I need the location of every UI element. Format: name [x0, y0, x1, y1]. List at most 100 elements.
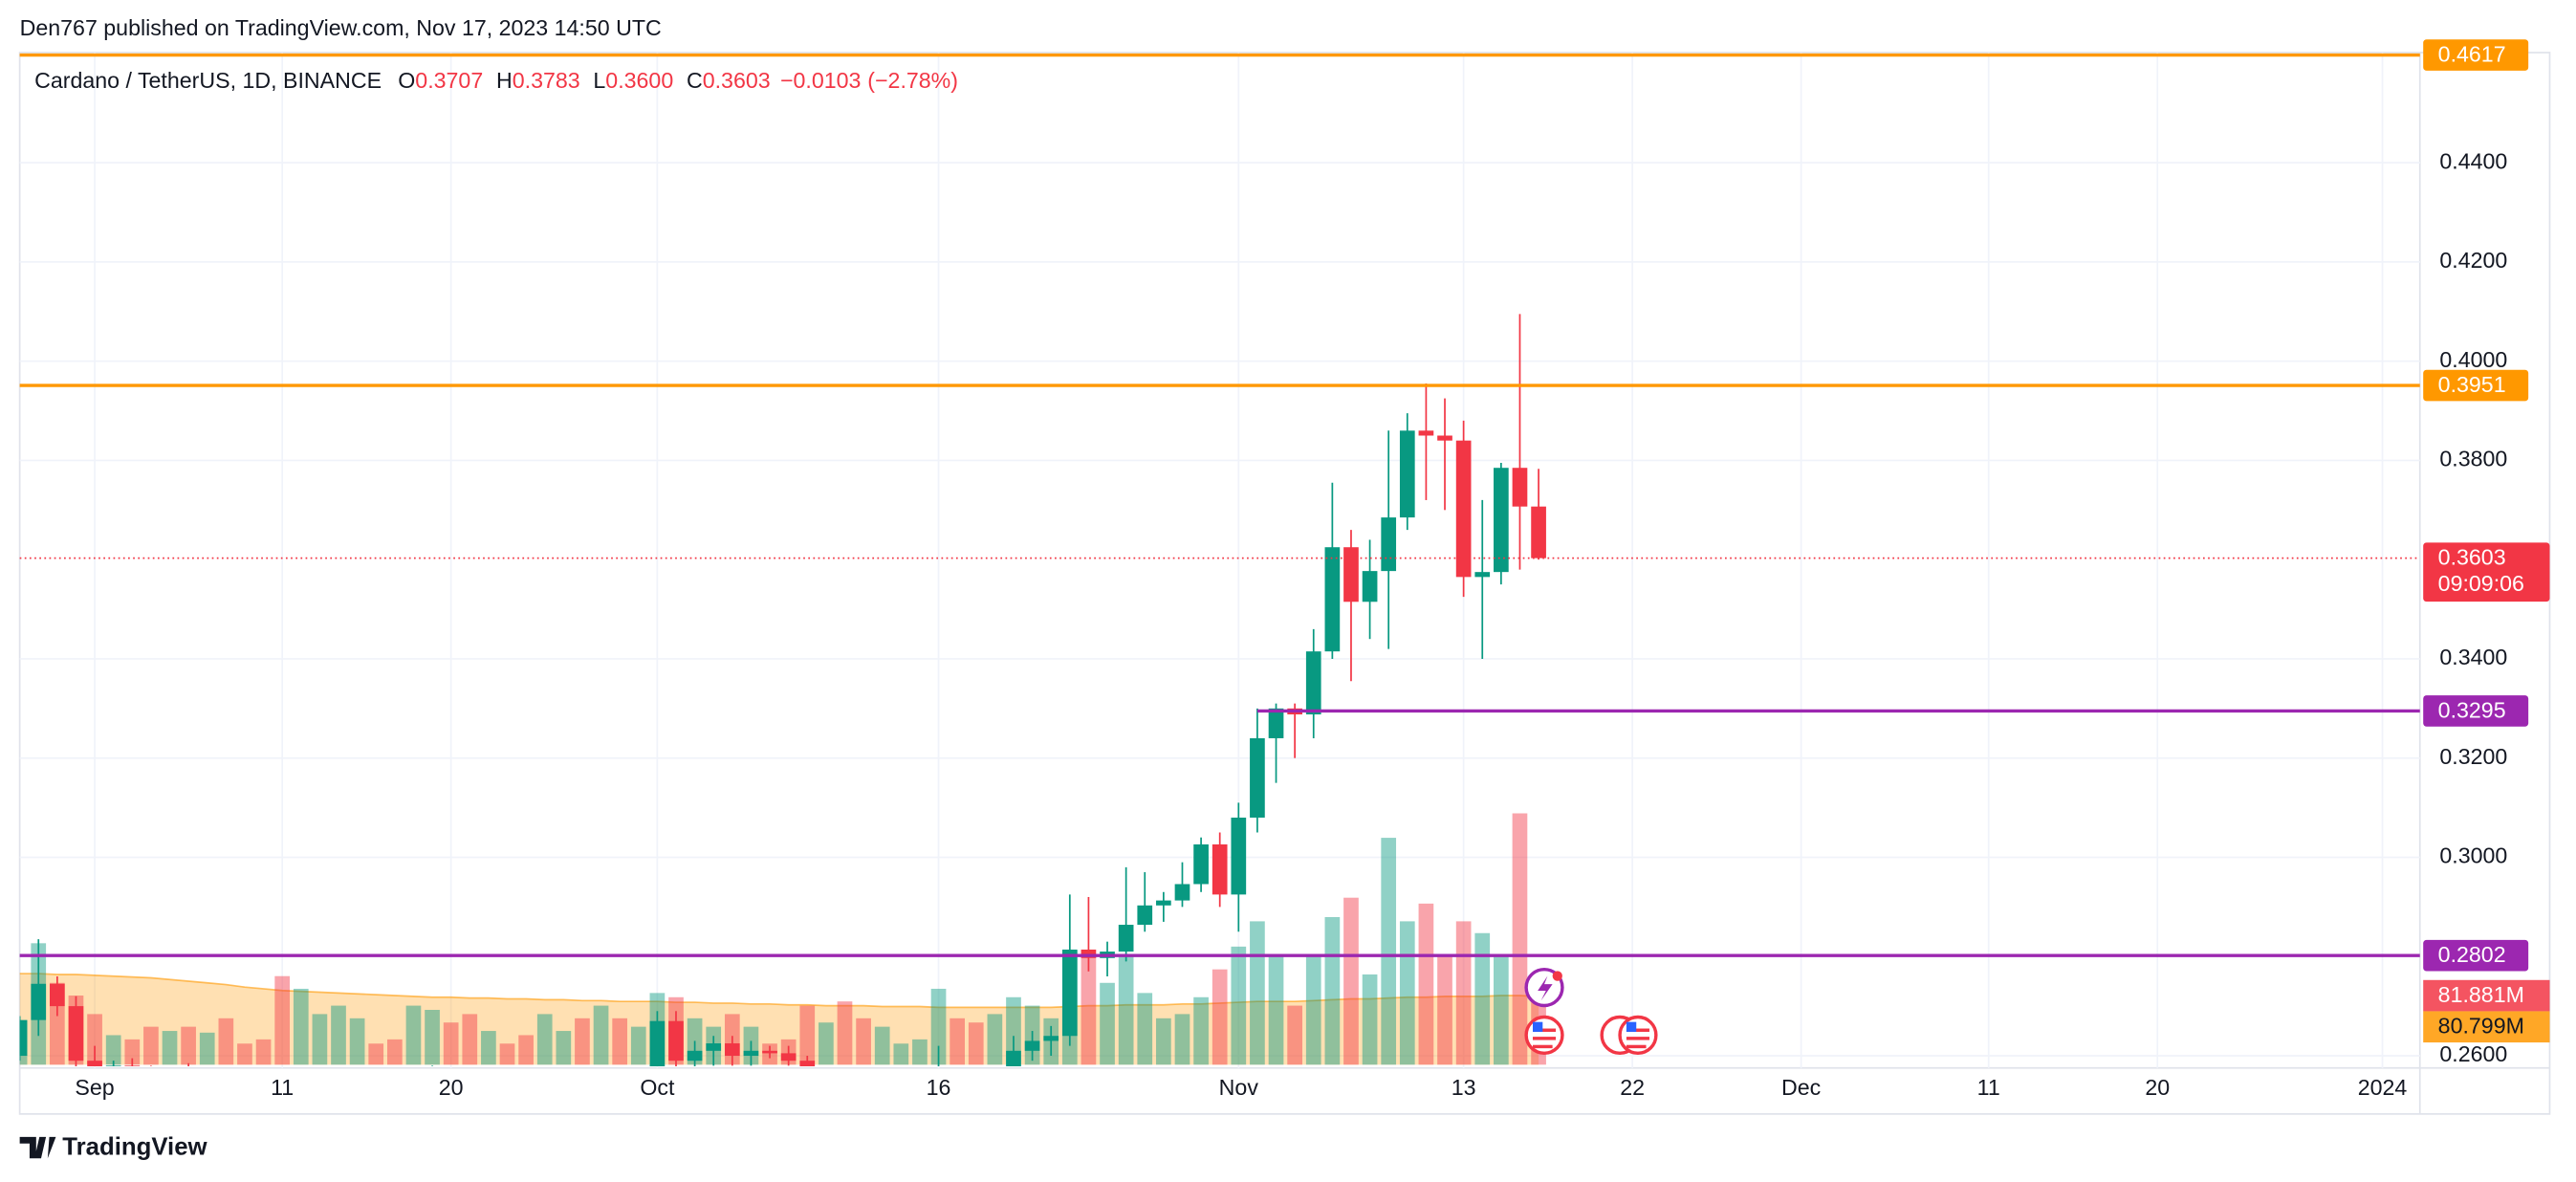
- volume-bar: [237, 1043, 252, 1065]
- candle-body: [1193, 843, 1209, 885]
- x-tick-label: 22: [1620, 1075, 1645, 1100]
- y-tick-label: 0.4400: [2439, 148, 2507, 173]
- volume-bar: [1156, 1018, 1171, 1065]
- volume-bar: [462, 1014, 478, 1065]
- legend-change-pct: (−2.78%): [867, 68, 958, 93]
- volume-bar: [874, 1026, 890, 1065]
- volume-bar: [536, 1014, 553, 1065]
- x-tick-label: Sep: [75, 1075, 114, 1100]
- y-tick-label: 0.3200: [2439, 744, 2507, 769]
- volume-bar: [1399, 921, 1415, 1065]
- volume-bar: [1324, 916, 1341, 1065]
- y-tick-label: 0.4200: [2439, 248, 2507, 273]
- volume-bar: [1118, 954, 1134, 1065]
- candle-body: [1156, 900, 1171, 906]
- y-tick-label: 0.3000: [2439, 843, 2507, 868]
- level-label: 0.2802: [2438, 942, 2506, 967]
- flag-canton: [1532, 1021, 1543, 1032]
- candle-body: [19, 1019, 28, 1056]
- volume-bar: [930, 988, 947, 1065]
- candle-body: [1250, 737, 1265, 818]
- candle-body: [1006, 1050, 1021, 1067]
- legend: Cardano / TetherUS, 1D, BINANCE O0.3707 H0…: [34, 68, 958, 93]
- level-label-box: [2423, 39, 2529, 71]
- volume-label-box: [2423, 979, 2550, 1012]
- volume-bar: [518, 1035, 534, 1065]
- candle-body: [1437, 435, 1452, 441]
- volume-bar: [1343, 897, 1359, 1065]
- volume-bar: [950, 1018, 965, 1065]
- x-tick-label: Dec: [1781, 1075, 1821, 1100]
- candle-body: [668, 1020, 684, 1062]
- volume-bar: [799, 1005, 816, 1065]
- volume-bar: [405, 1005, 422, 1065]
- x-tick-label: 20: [439, 1075, 464, 1100]
- candle-body: [1081, 949, 1097, 958]
- candle-body: [762, 1050, 777, 1054]
- symbol-title: Cardano / TetherUS, 1D, BINANCE: [34, 68, 382, 93]
- legend-key: L: [593, 68, 605, 93]
- candle-body: [1024, 1040, 1040, 1051]
- volume-bar: [593, 1005, 609, 1065]
- volume-bar: [1305, 954, 1321, 1065]
- volume-bar: [1268, 954, 1284, 1065]
- flag-canton: [1626, 1021, 1637, 1032]
- candle-body: [1324, 547, 1341, 652]
- volume-bar: [1193, 996, 1209, 1065]
- level-label-box: [2423, 369, 2529, 402]
- x-tick-label: 13: [1452, 1075, 1476, 1100]
- volume-bar: [124, 1039, 141, 1065]
- volume-bar: [987, 1014, 1003, 1065]
- candle-body: [687, 1050, 703, 1062]
- volume-bar: [1381, 838, 1397, 1065]
- volume-bar: [162, 1031, 178, 1065]
- candle-body: [799, 1061, 816, 1067]
- volume-bar: [181, 1026, 196, 1065]
- volume-bar: [199, 1032, 215, 1065]
- level-label-box: [2423, 695, 2529, 727]
- volume-bar: [1006, 996, 1021, 1065]
- level-label-box: [2423, 939, 2529, 972]
- candle-body: [1305, 651, 1321, 715]
- brand-name: TradingView: [62, 1134, 207, 1161]
- volume-bar: [1212, 969, 1228, 1065]
- x-tick-label: 11: [271, 1075, 294, 1100]
- candle-body: [1137, 905, 1153, 926]
- volume-bar: [1287, 1005, 1302, 1065]
- level-label: 0.3295: [2438, 697, 2506, 722]
- publisher-line: Den767 published on TradingView.com, Nov…: [20, 15, 662, 40]
- volume-bar: [1455, 921, 1472, 1065]
- x-tick-label: 2024: [2358, 1075, 2408, 1100]
- legend-key: C: [687, 68, 703, 93]
- candle-body: [1399, 430, 1415, 518]
- candle-body: [743, 1050, 759, 1056]
- volume-bar: [893, 1043, 909, 1065]
- volume-bar: [218, 1018, 234, 1065]
- volume-bar: [630, 1026, 646, 1065]
- volume-bar: [143, 1026, 159, 1065]
- candle-body: [1474, 572, 1491, 578]
- volume-bar: [1231, 946, 1247, 1065]
- volume-bar: [968, 1022, 984, 1065]
- candle-body: [1118, 925, 1134, 952]
- candle-body: [724, 1043, 740, 1056]
- candle-body: [50, 983, 65, 1007]
- last-price-box: [2423, 542, 2550, 602]
- countdown-label: 09:09:06: [2438, 571, 2524, 596]
- volume-bar: [556, 1031, 572, 1065]
- volume-bar: [856, 1018, 871, 1065]
- volume-bar: [612, 1018, 628, 1065]
- last-price-label: 0.3603: [2438, 545, 2506, 570]
- legend-value: 0.3603: [703, 68, 771, 93]
- volume-bar: [312, 1014, 328, 1065]
- candle-body: [780, 1053, 797, 1062]
- volume-bar: [1100, 982, 1115, 1065]
- legend-value: 0.3707: [415, 68, 483, 93]
- volume-bar: [386, 1039, 403, 1065]
- legend-key: H: [496, 68, 513, 93]
- event-icon-glyph: [1538, 975, 1553, 1001]
- candle-body: [1512, 468, 1528, 507]
- y-tick-label: 0.2600: [2439, 1041, 2507, 1066]
